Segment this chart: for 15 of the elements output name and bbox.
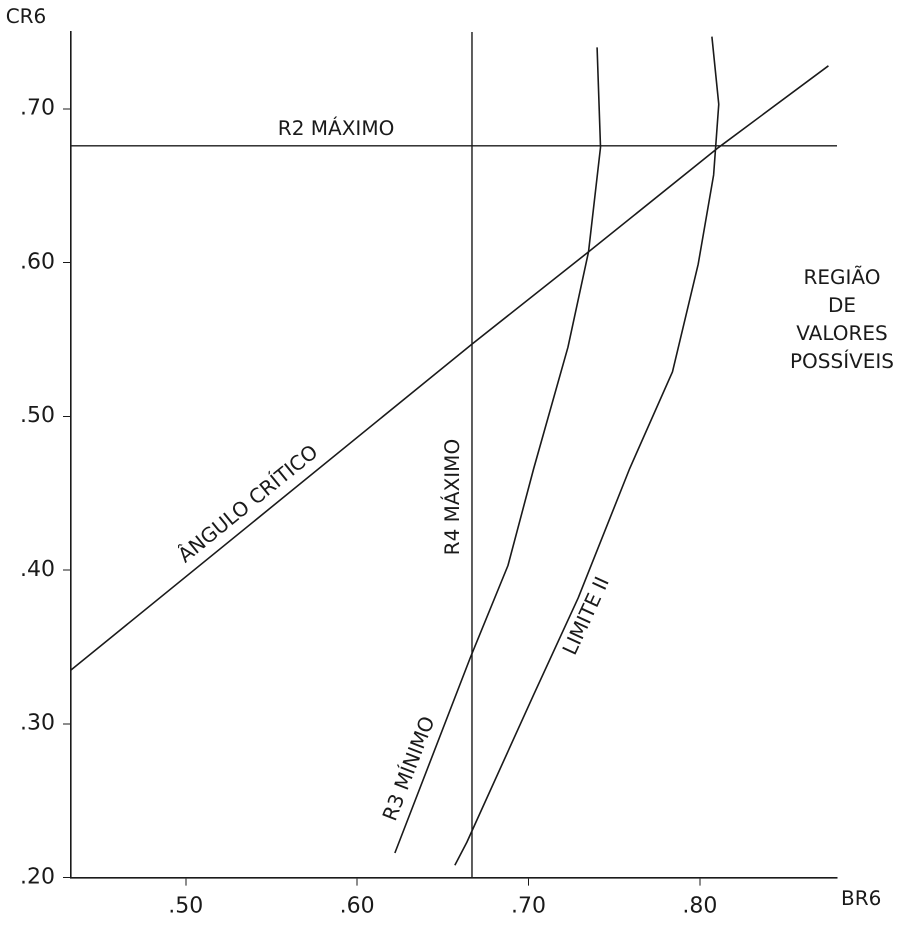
x-tick-label: .70	[511, 894, 546, 919]
x-axis-title: BR6	[841, 886, 882, 910]
annotation: REGIÃO DE VALORES POSSÍVEIS	[790, 264, 894, 373]
y-tick-label: .20	[20, 864, 55, 890]
x-tick-label: .50	[168, 894, 204, 919]
ref-line-label: R2 MÁXIMO	[278, 116, 394, 140]
ref-line-label: R4 MÁXIMO	[440, 438, 464, 556]
x-tick-label: .80	[682, 894, 718, 919]
y-tick-label: .50	[20, 403, 55, 428]
x-tick-label: .60	[340, 894, 375, 919]
y-tick-label: .30	[20, 710, 55, 736]
y-tick-label: .60	[20, 249, 55, 274]
y-tick-label: .70	[20, 96, 55, 121]
y-tick-label: .40	[20, 556, 55, 582]
y-axis-title: CR6	[6, 4, 46, 28]
